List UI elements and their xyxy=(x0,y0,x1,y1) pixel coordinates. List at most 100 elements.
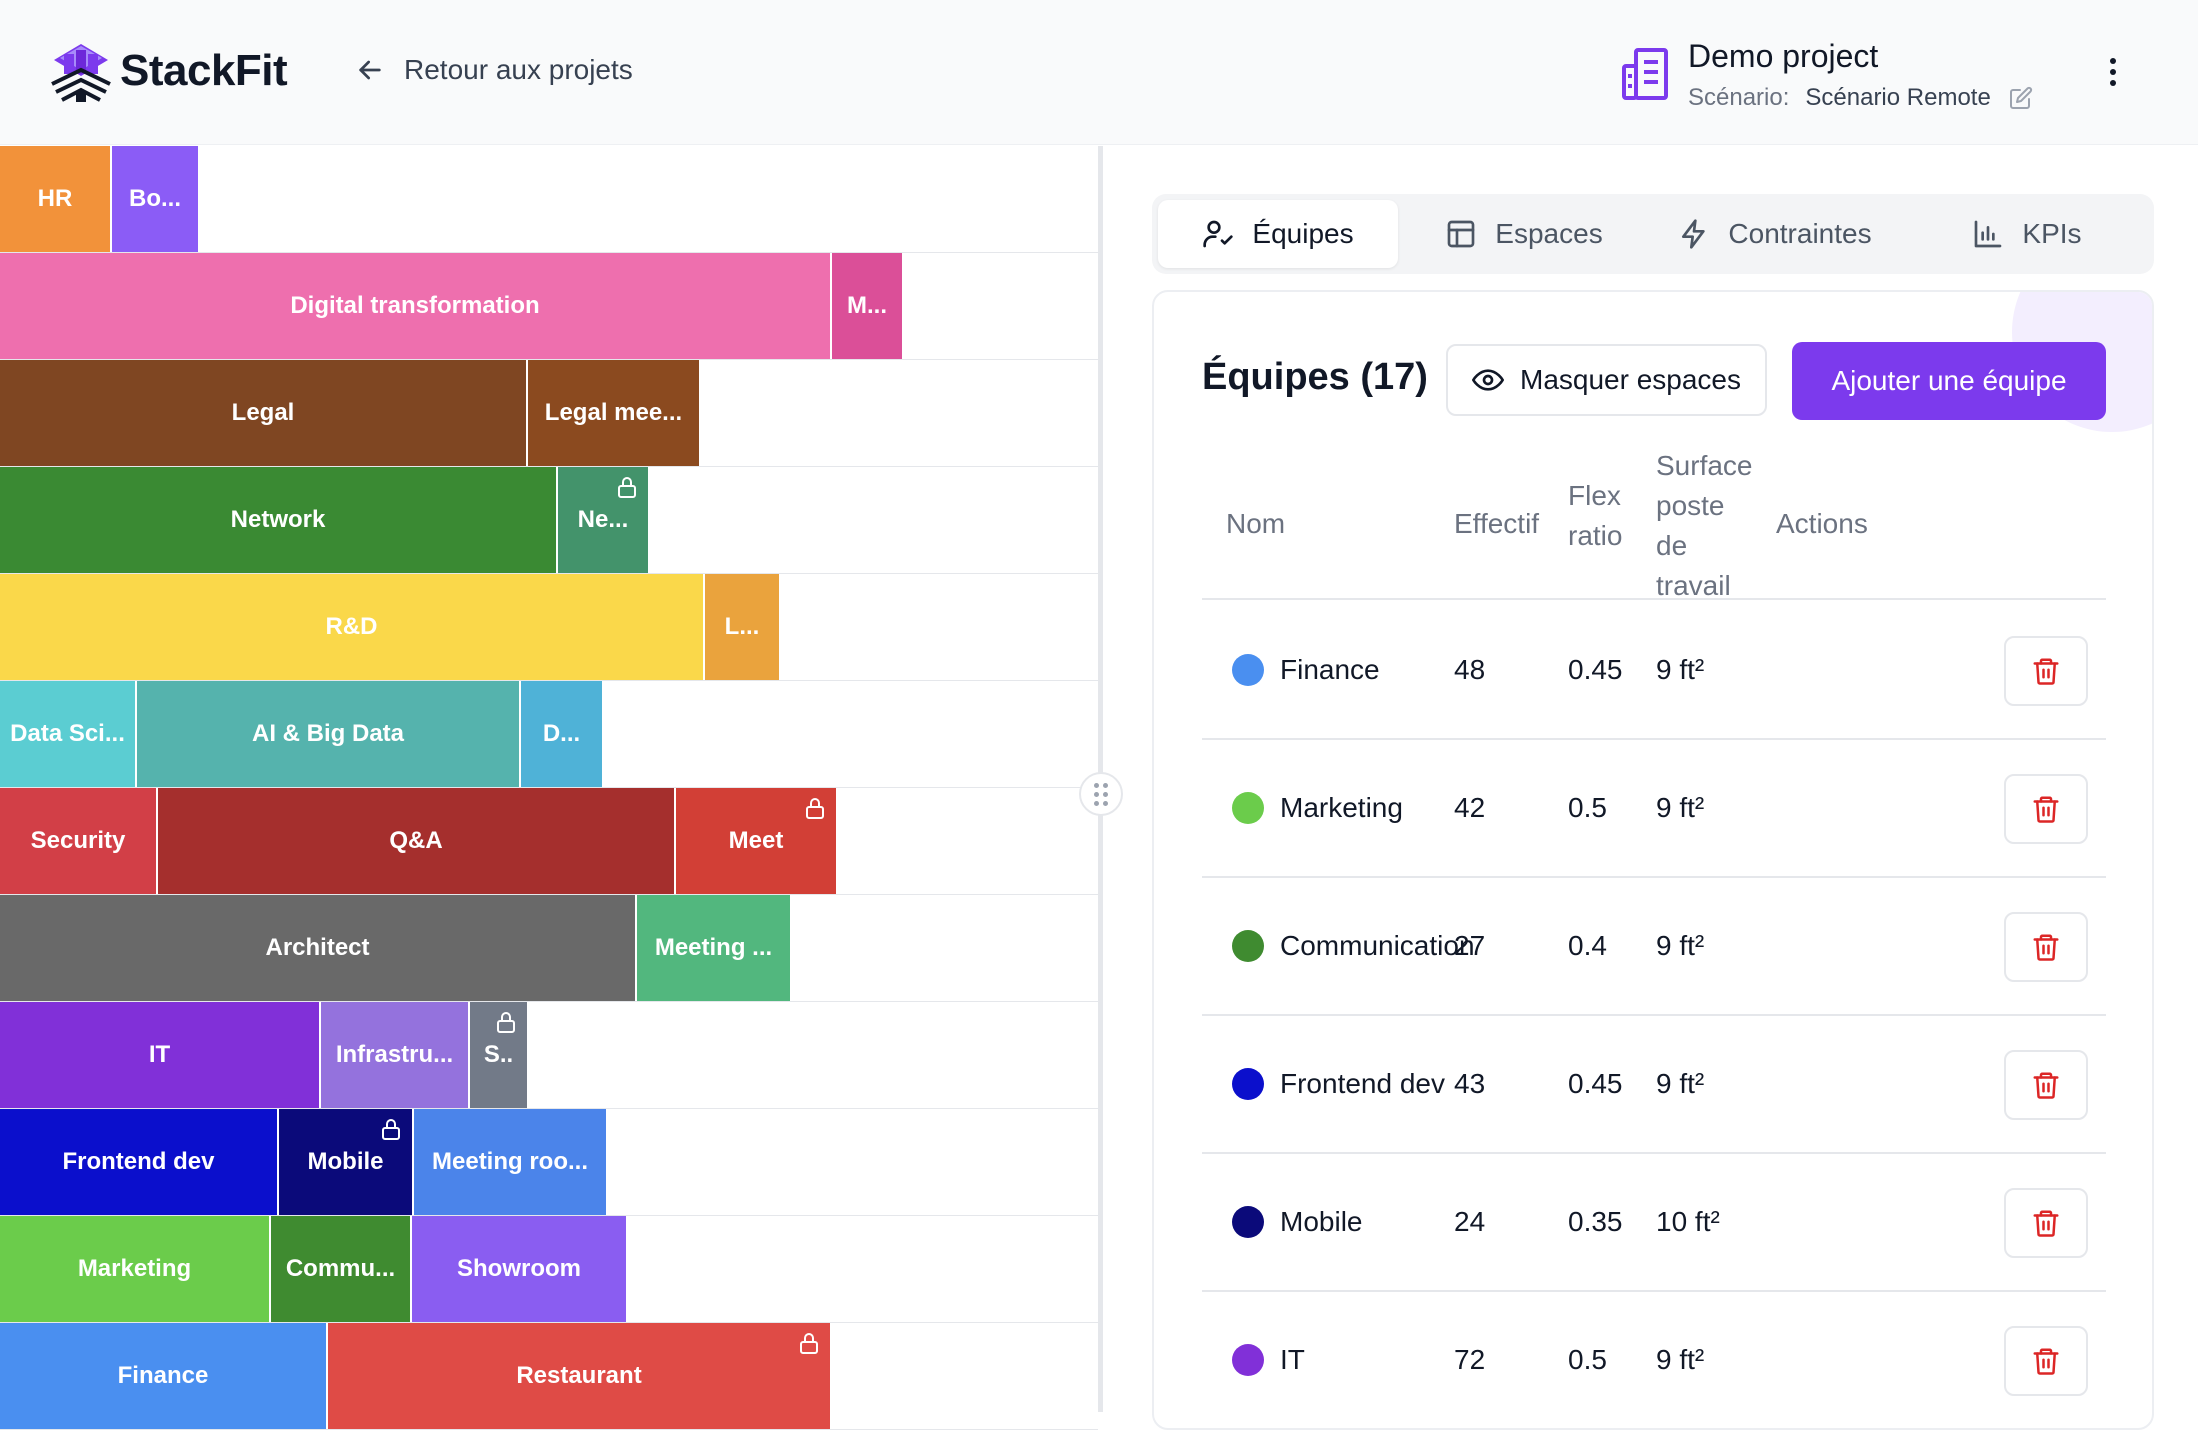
delete-team-button[interactable] xyxy=(2004,1326,2088,1396)
table-row[interactable]: Finance 48 0.45 9 ft² xyxy=(1202,602,2106,740)
building-icon xyxy=(1622,48,1668,100)
hide-spaces-label: Masquer espaces xyxy=(1520,364,1742,395)
team-headcount: 24 xyxy=(1454,1206,1486,1237)
team-block[interactable]: Finance xyxy=(0,1323,328,1429)
kebab-dot-icon xyxy=(2110,69,2116,75)
team-block[interactable]: Restaurant xyxy=(328,1323,832,1429)
floor-row: Data Sci... AI & Big Data D... xyxy=(0,681,1098,788)
team-flex-ratio: 0.4 xyxy=(1568,930,1607,961)
delete-team-button[interactable] xyxy=(2004,1188,2088,1258)
team-block[interactable]: Q&A xyxy=(158,788,676,894)
team-name: Frontend dev xyxy=(1280,1068,1445,1099)
team-block[interactable]: M... xyxy=(832,253,904,359)
team-block[interactable]: Data Sci... xyxy=(0,681,137,787)
team-block[interactable]: Showroom xyxy=(412,1216,628,1322)
team-name: IT xyxy=(1280,1344,1305,1375)
team-flex-ratio: 0.5 xyxy=(1568,792,1607,823)
team-block[interactable]: R&D xyxy=(0,574,705,680)
team-block[interactable]: Bo... xyxy=(112,146,200,252)
team-block[interactable]: IT xyxy=(0,1002,321,1108)
table-row[interactable]: Mobile 24 0.35 10 ft² xyxy=(1202,1154,2106,1292)
tab-kpis[interactable]: KPIs xyxy=(1906,200,2148,268)
team-block-label: Security xyxy=(30,827,126,854)
delete-team-button[interactable] xyxy=(2004,774,2088,844)
delete-team-button[interactable] xyxy=(2004,1050,2088,1120)
team-name: Finance xyxy=(1280,654,1380,685)
team-color-dot xyxy=(1232,930,1264,962)
lock-icon xyxy=(806,798,824,819)
more-options-button[interactable] xyxy=(2098,52,2128,92)
hide-spaces-button[interactable]: Masquer espaces xyxy=(1446,344,1768,416)
lock-icon xyxy=(497,1012,515,1033)
column-header-surface-line: poste xyxy=(1656,490,1725,521)
team-block[interactable]: Legal mee... xyxy=(528,360,701,466)
app-header: StackFit Retour aux projets Demo project… xyxy=(0,0,2198,145)
team-block-label: Bo... xyxy=(129,185,181,212)
table-row[interactable]: Frontend dev 43 0.45 9 ft² xyxy=(1202,1016,2106,1154)
team-block-label: Restaurant xyxy=(516,1362,642,1389)
team-name-cell: Communication xyxy=(1232,878,1475,1014)
team-block-label: Q&A xyxy=(389,827,443,854)
tab-espaces[interactable]: Espaces xyxy=(1404,200,1644,268)
team-block[interactable]: Ne... xyxy=(558,467,650,573)
team-block-label: Data Sci... xyxy=(10,720,125,747)
team-block[interactable]: S.. xyxy=(470,1002,529,1108)
delete-team-button[interactable] xyxy=(2004,636,2088,706)
team-block-label: R&D xyxy=(325,613,378,640)
logo[interactable]: StackFit xyxy=(46,36,288,106)
tab-contraintes[interactable]: Contraintes xyxy=(1650,200,1900,268)
scenario-row: Scénario: Scénario Remote xyxy=(1688,84,2033,112)
team-name: Communication xyxy=(1280,930,1475,961)
team-block[interactable]: Network xyxy=(0,467,558,573)
team-block[interactable]: L... xyxy=(705,574,781,680)
tab-equipes[interactable]: Équipes xyxy=(1158,200,1398,268)
team-block[interactable]: Mobile xyxy=(279,1109,414,1215)
team-block[interactable]: Commu... xyxy=(271,1216,412,1322)
stackfit-logo-icon xyxy=(51,44,111,102)
team-block-label: L... xyxy=(724,613,760,640)
divider-drag-handle[interactable] xyxy=(1079,772,1123,816)
teams-title: Équipes (17) xyxy=(1202,356,1428,398)
team-block-label: Meeting roo... xyxy=(432,1148,588,1175)
table-row[interactable]: Marketing 42 0.5 9 ft² xyxy=(1202,740,2106,878)
team-block[interactable]: Legal xyxy=(0,360,528,466)
delete-team-button[interactable] xyxy=(2004,912,2088,982)
team-block[interactable]: Frontend dev xyxy=(0,1109,279,1215)
team-block[interactable]: HR xyxy=(0,146,112,252)
scenario-label: Scénario: xyxy=(1688,84,1790,111)
team-block-label: Ne... xyxy=(577,506,629,533)
team-block[interactable]: Meet xyxy=(676,788,838,894)
team-block[interactable]: AI & Big Data xyxy=(137,681,521,787)
teams-card: Équipes (17) Masquer espaces Ajouter une… xyxy=(1152,290,2154,1430)
lock-icon xyxy=(618,477,636,498)
tab-label: Contraintes xyxy=(1728,218,1872,249)
team-headcount: 72 xyxy=(1454,1344,1486,1375)
team-block[interactable]: Digital transformation xyxy=(0,253,832,359)
team-block-label: M... xyxy=(847,292,887,319)
team-block[interactable]: Marketing xyxy=(0,1216,271,1322)
column-header-surface: Surface poste de travail xyxy=(1656,446,1753,606)
floor-row: Legal Legal mee... xyxy=(0,360,1098,467)
back-to-projects-link[interactable]: Retour aux projets xyxy=(354,54,633,86)
project-info: Demo project Scénario: Scénario Remote xyxy=(1620,36,2033,112)
team-block[interactable]: Infrastru... xyxy=(321,1002,470,1108)
table-row[interactable]: IT 72 0.5 9 ft² xyxy=(1202,1292,2106,1428)
tab-label: Équipes xyxy=(1252,218,1354,249)
team-color-dot xyxy=(1232,792,1264,824)
floor-row: Finance Restaurant xyxy=(0,1323,1098,1430)
team-block[interactable]: Meeting roo... xyxy=(414,1109,608,1215)
team-surface: 9 ft² xyxy=(1656,792,1705,823)
add-team-button[interactable]: Ajouter une équipe xyxy=(1792,342,2106,420)
team-name: Marketing xyxy=(1280,792,1403,823)
team-block[interactable]: Architect xyxy=(0,895,637,1001)
scenario-value: Scénario Remote xyxy=(1805,84,1991,111)
team-block[interactable]: Security xyxy=(0,788,158,894)
table-row[interactable]: Communication 27 0.4 9 ft² xyxy=(1202,878,2106,1016)
floor-row: R&D L... xyxy=(0,574,1098,681)
column-header-flex-ratio: Flex ratio xyxy=(1568,476,1622,556)
team-block-label: HR xyxy=(37,185,73,212)
team-block[interactable]: Meeting ... xyxy=(637,895,792,1001)
team-block[interactable]: D... xyxy=(521,681,604,787)
team-color-dot xyxy=(1232,1206,1264,1238)
edit-icon[interactable] xyxy=(2009,86,2033,110)
